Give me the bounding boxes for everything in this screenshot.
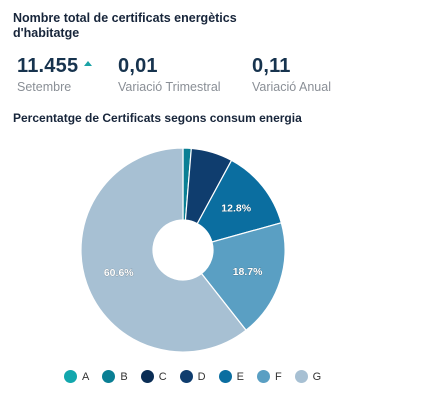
legend-swatch [179,370,193,383]
legend-swatch [256,370,270,383]
kpi-total-row: 11.455 [17,54,93,78]
legend-item-b[interactable]: B [102,370,128,383]
kpi-quarterly-label: Variació Trimestral [118,80,221,94]
data-label-f: 18.7% [233,266,263,278]
legend-label: B [120,370,128,383]
legend-item-d[interactable]: D [179,370,206,383]
kpi-total-label: Setembre [17,80,72,94]
kpi-quarterly: 0,01 Variació Trimestral [118,54,221,94]
legend-label: C [158,370,167,383]
legend-swatch [64,370,77,383]
dashboard-title: Nombre total de certificats energètics d… [13,11,237,40]
kpi-annual-value: 0,11 [252,55,291,77]
kpi-annual-label: Variació Anual [252,80,331,94]
legend-swatch [294,370,308,383]
legend-swatch [218,370,232,383]
pie-slice-f[interactable] [200,222,286,332]
data-label-g: 60.6% [104,267,134,279]
trend-up-icon [84,61,93,66]
legend-label: D [197,370,206,383]
legend-swatch [140,370,154,383]
legend-item-a[interactable]: A [64,370,89,383]
kpi-quarterly-value: 0,01 [118,55,158,77]
legend-item-f[interactable]: F [256,370,282,383]
legend-label: F [274,370,282,383]
legend-label: A [82,370,90,383]
chart-legend: A B C D E F G [64,370,334,383]
legend-item-g[interactable]: G [294,370,322,383]
kpi-total: 11.455 Setembre [17,54,93,94]
chart-title: Percentatge de Certificats segons consum… [13,111,302,125]
legend-item-e[interactable]: E [218,370,244,383]
legend-label: E [236,370,244,383]
kpi-total-value: 11.455 [17,55,79,77]
kpi-annual: 0,11 Variació Anual [252,54,331,94]
data-label-e: 12.8% [221,203,251,215]
legend-swatch [102,370,116,383]
pie-slice-g[interactable] [80,147,247,353]
legend-item-c[interactable]: C [140,370,167,383]
legend-label: G [312,370,322,383]
